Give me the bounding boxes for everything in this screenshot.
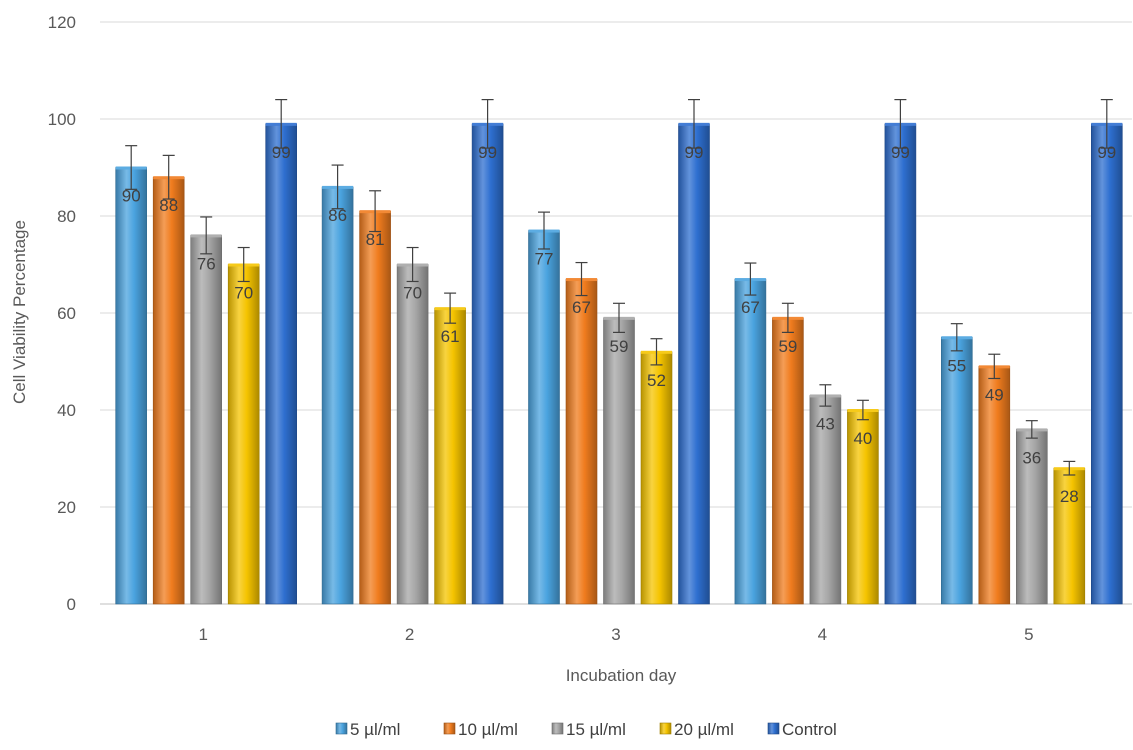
- bar: [434, 307, 466, 605]
- data-label: 90: [122, 187, 141, 206]
- y-tick-label: 20: [57, 498, 76, 517]
- bar: [640, 351, 673, 605]
- y-axis-title: Cell Viability Percentage: [10, 220, 29, 404]
- legend-label: 5 µl/ml: [350, 720, 400, 739]
- legend-item: 20 µl/ml: [659, 720, 734, 739]
- data-label: 99: [478, 143, 497, 162]
- data-label: 88: [159, 196, 178, 215]
- bar: [528, 230, 560, 605]
- bar: [321, 186, 354, 605]
- legend-item: 5 µl/ml: [335, 720, 400, 739]
- x-tick-label: 5: [1024, 625, 1033, 644]
- data-label: 99: [272, 143, 291, 162]
- legend-item: 15 µl/ml: [551, 720, 626, 739]
- bar: [940, 336, 973, 605]
- bar: [603, 317, 635, 605]
- y-axis-ticks: 0 20 40 60 80 100 120: [48, 13, 76, 614]
- bars: [115, 122, 1123, 605]
- y-tick-label: 80: [57, 207, 76, 226]
- bar: [396, 264, 429, 605]
- data-label: 36: [1022, 448, 1041, 467]
- y-tick-label: 100: [48, 110, 76, 129]
- data-label: 43: [816, 414, 835, 433]
- data-label: 52: [647, 371, 666, 390]
- data-label: 59: [610, 337, 629, 356]
- data-label: 40: [853, 429, 872, 448]
- y-tick-label: 60: [57, 304, 76, 323]
- data-label: 55: [947, 356, 966, 375]
- x-axis-title: Incubation day: [566, 666, 677, 685]
- data-label: 81: [366, 230, 385, 249]
- bar: [471, 123, 504, 605]
- legend-item: Control: [767, 720, 837, 739]
- y-tick-label: 0: [67, 595, 76, 614]
- bar: [227, 264, 260, 605]
- data-label: 77: [535, 250, 554, 269]
- data-label: 67: [741, 298, 760, 317]
- legend-label: Control: [782, 720, 837, 739]
- legend-label: 15 µl/ml: [566, 720, 626, 739]
- bar: [734, 278, 767, 605]
- bar: [152, 176, 185, 605]
- data-label: 59: [778, 337, 797, 356]
- y-tick-label: 40: [57, 401, 76, 420]
- bar: [190, 235, 222, 605]
- x-tick-label: 3: [611, 625, 620, 644]
- data-label: 70: [234, 284, 253, 303]
- data-label: 86: [328, 206, 347, 225]
- legend-swatch: [659, 722, 672, 735]
- bar: [1091, 123, 1123, 605]
- data-label: 67: [572, 298, 591, 317]
- data-label: 99: [685, 143, 704, 162]
- legend-label: 20 µl/ml: [674, 720, 734, 739]
- data-label: 70: [403, 284, 422, 303]
- data-label: 28: [1060, 487, 1079, 506]
- bar: [115, 167, 147, 605]
- legend-swatch: [767, 722, 780, 735]
- legend-swatch: [335, 722, 348, 735]
- data-label: 61: [441, 327, 460, 346]
- bar: [265, 123, 298, 605]
- bar: [359, 210, 391, 605]
- legend-label: 10 µl/ml: [458, 720, 518, 739]
- bar: [978, 366, 1011, 605]
- bar: [565, 278, 598, 605]
- legend: 5 µl/ml 10 µl/ml 15 µl/ml 20 µl/ml Control: [335, 720, 837, 739]
- legend-swatch: [551, 722, 564, 735]
- bar: [772, 317, 804, 605]
- legend-item: 10 µl/ml: [443, 720, 518, 739]
- data-labels: 90 88 76 70 99 86 81 70 61 99 77 67 59 52 99 67 59 43 40 99…: [122, 143, 1117, 506]
- bar: [1053, 467, 1086, 605]
- data-label: 99: [891, 143, 910, 162]
- bar: [678, 123, 710, 605]
- data-label: 49: [985, 385, 1004, 404]
- bar: [884, 123, 917, 605]
- y-tick-label: 120: [48, 13, 76, 32]
- bar: [847, 409, 879, 605]
- legend-swatch: [443, 722, 456, 735]
- x-tick-label: 2: [405, 625, 414, 644]
- x-axis-ticks: 1 2 3 4 5: [198, 625, 1033, 644]
- x-tick-label: 4: [818, 625, 827, 644]
- data-label: 76: [197, 254, 216, 273]
- x-tick-label: 1: [198, 625, 207, 644]
- error-bars: [125, 98, 1113, 476]
- data-label: 99: [1097, 143, 1116, 162]
